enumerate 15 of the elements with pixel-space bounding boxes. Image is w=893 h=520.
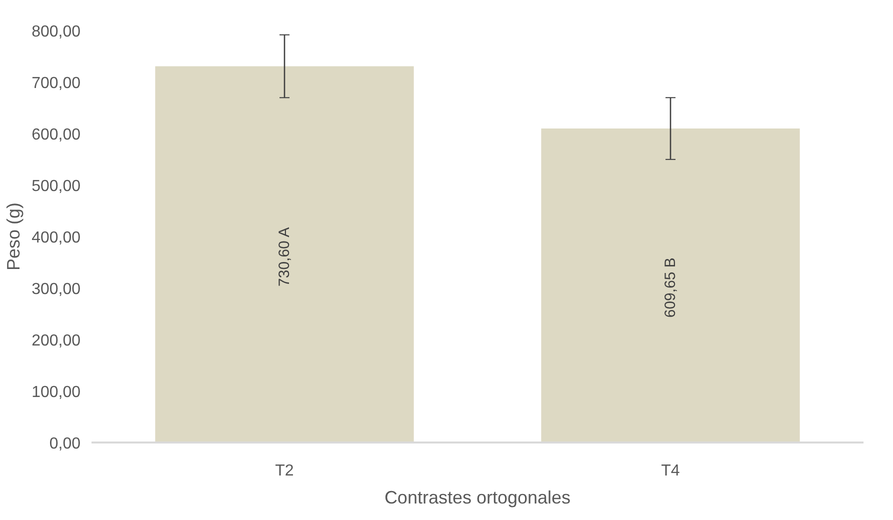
x-tick-label: T4 xyxy=(661,462,680,480)
data-label: 609,65 B xyxy=(662,258,679,318)
y-tick-label: 800,00 xyxy=(32,24,81,40)
y-tick-label: 700,00 xyxy=(32,75,81,92)
y-axis-title: Peso (g) xyxy=(4,202,24,271)
y-tick-label: 0,00 xyxy=(49,436,81,452)
x-tick-label: T2 xyxy=(275,462,294,480)
data-label: 730,60 A xyxy=(276,227,293,286)
x-axis-title: Contrastes ortogonales xyxy=(384,488,571,508)
y-tick-label: 200,00 xyxy=(32,332,81,350)
y-tick-label: 100,00 xyxy=(32,384,81,401)
y-tick-label: 500,00 xyxy=(32,178,81,195)
y-tick-label: 300,00 xyxy=(32,281,81,298)
y-tick-label: 400,00 xyxy=(32,230,81,246)
y-tick-label: 600,00 xyxy=(32,126,81,144)
